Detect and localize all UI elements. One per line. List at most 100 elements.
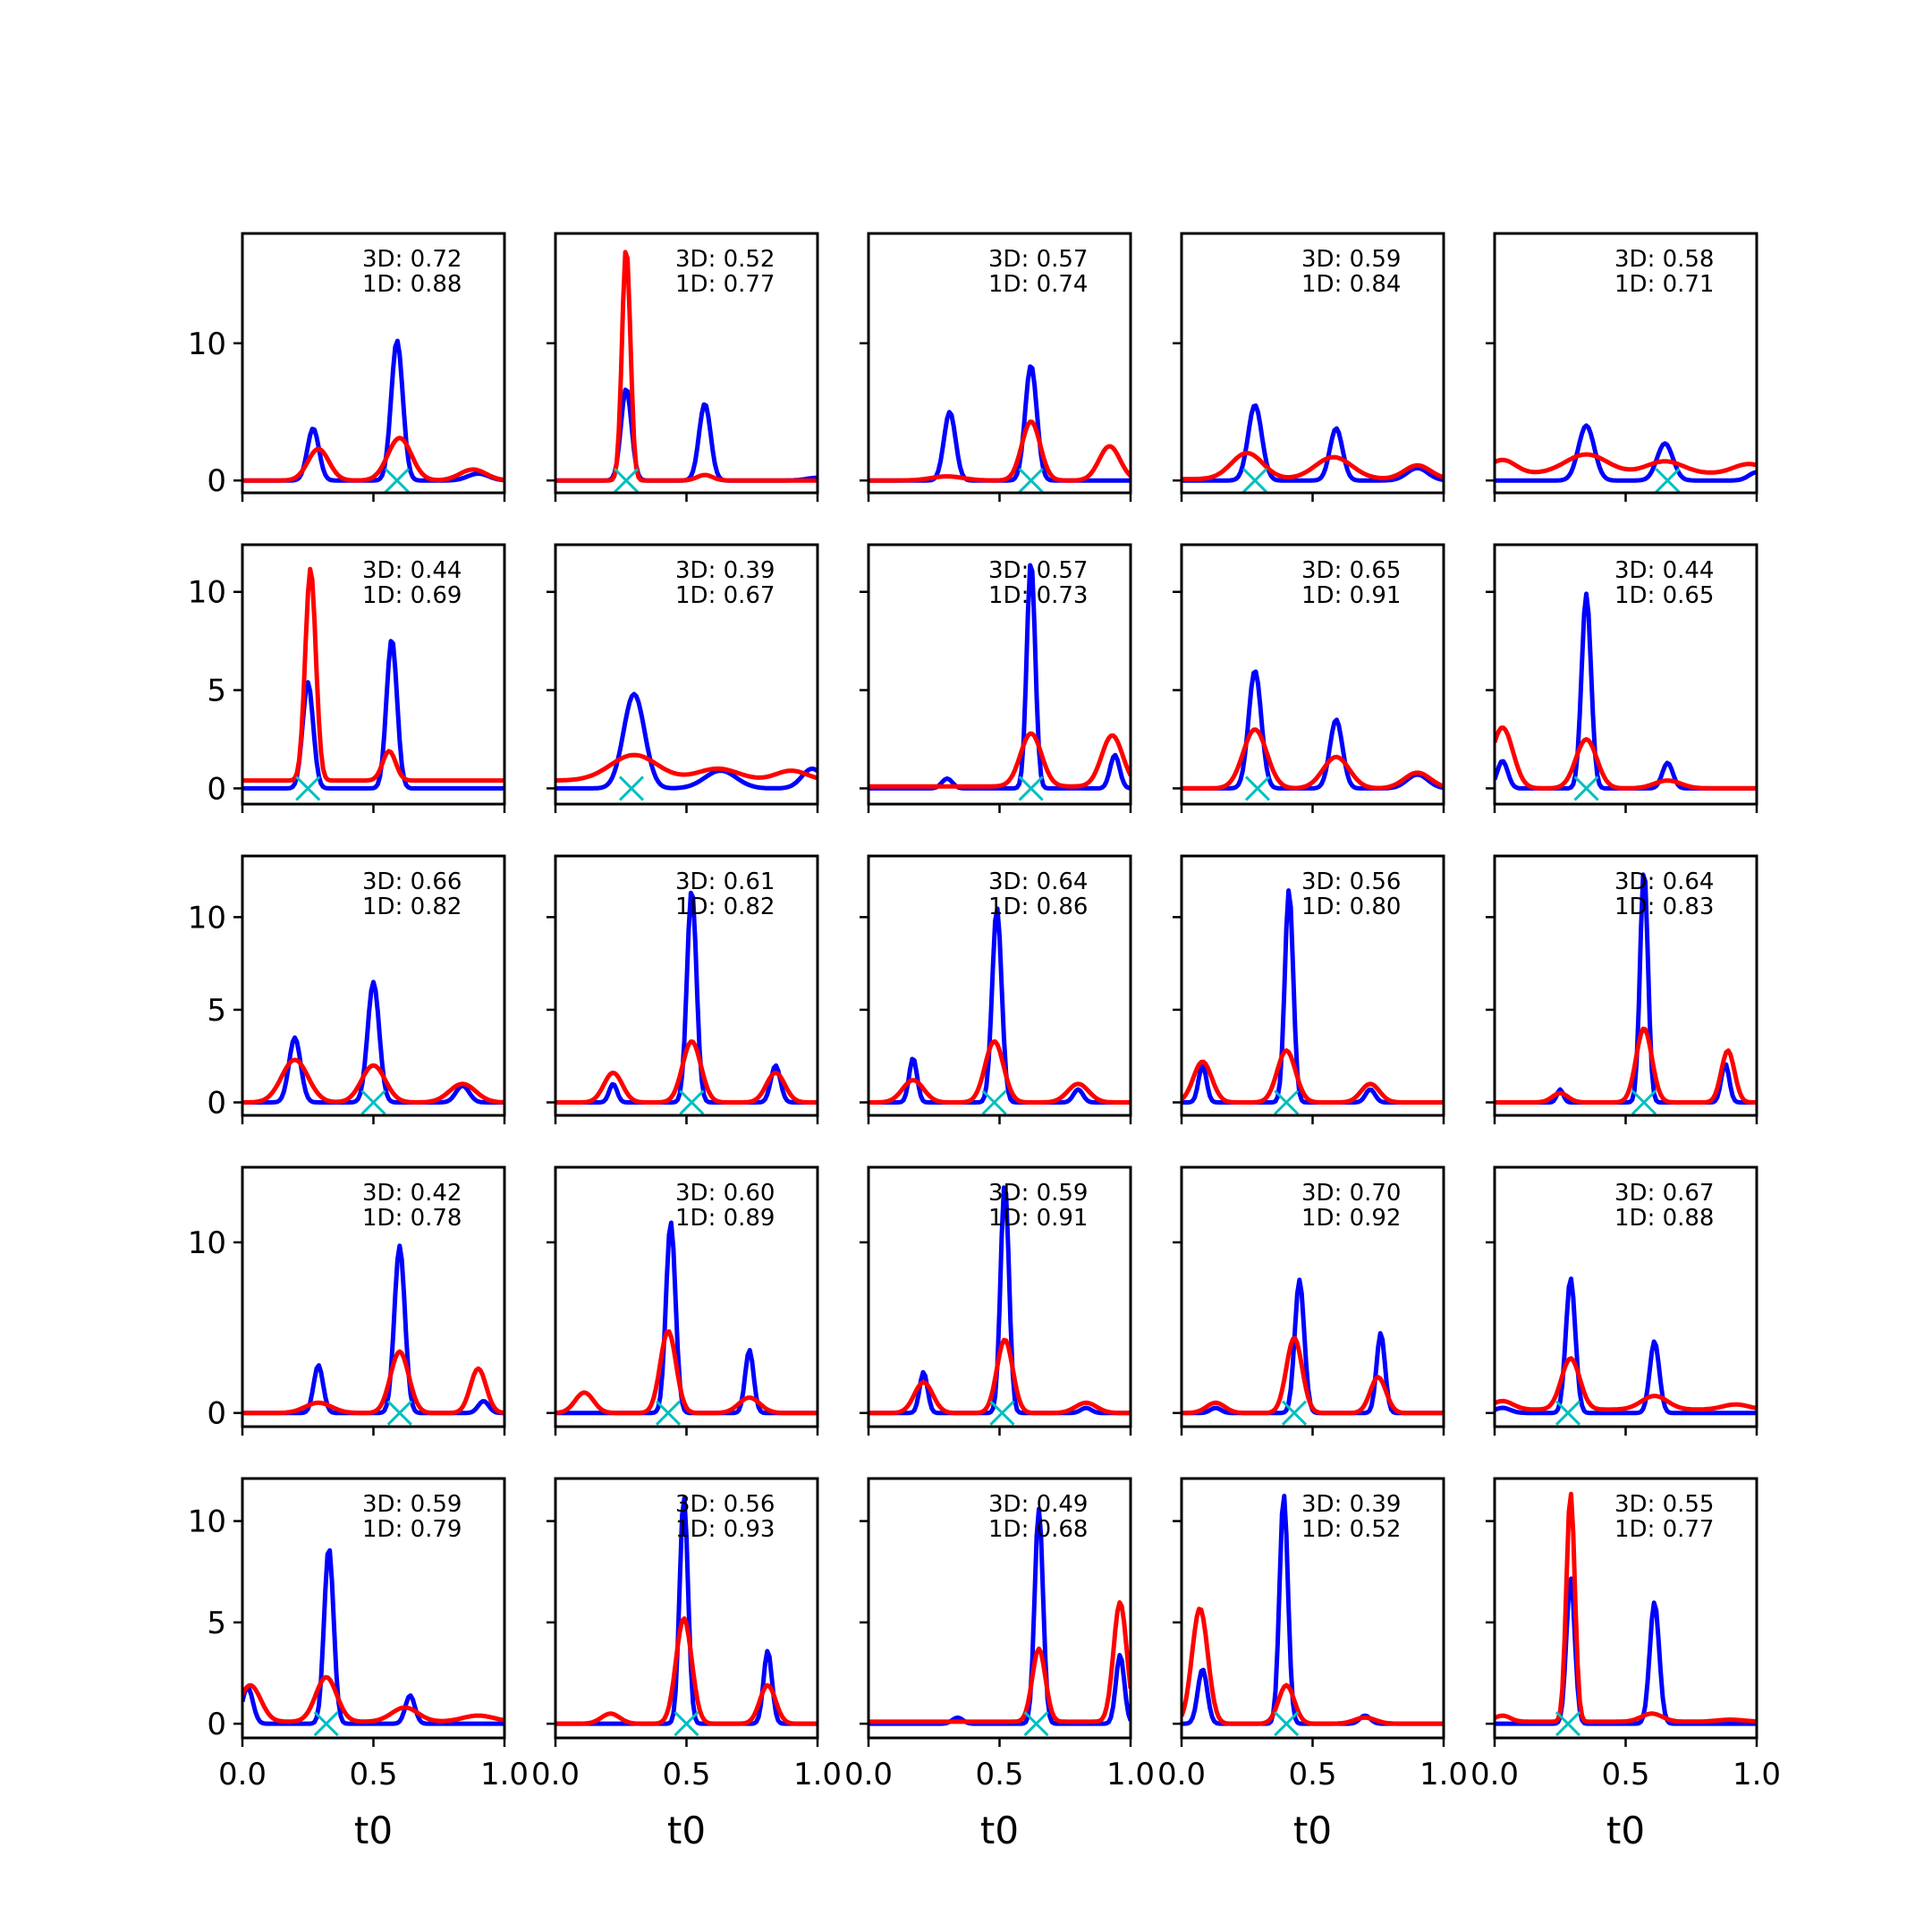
x-marker	[989, 1400, 1015, 1426]
score-1d-label: 1D: 0.73	[988, 582, 1088, 609]
y-tick-label: 10	[188, 1225, 226, 1261]
score-1d-label: 1D: 0.91	[1301, 582, 1401, 609]
x-axis-label: t0	[667, 1809, 706, 1852]
y-tick-label: 10	[188, 1504, 226, 1540]
x-tick-label: 0.0	[1157, 1757, 1206, 1792]
score-3d-label: 3D: 0.61	[675, 869, 775, 895]
series-red-line	[1495, 1356, 1757, 1412]
score-1d-label: 1D: 0.68	[988, 1516, 1088, 1543]
series-blue-line	[1182, 403, 1444, 483]
series-blue-line	[555, 1220, 818, 1416]
series-red-line	[555, 1616, 818, 1726]
x-marker	[618, 775, 645, 801]
series-red-line	[869, 731, 1131, 789]
score-1d-label: 1D: 0.79	[362, 1516, 462, 1543]
score-3d-label: 3D: 0.57	[988, 557, 1088, 584]
x-tick-label: 1.0	[1106, 1757, 1155, 1792]
x-tick-label: 0.5	[975, 1757, 1023, 1792]
score-1d-label: 1D: 0.74	[988, 271, 1088, 298]
series-red-line	[1182, 1048, 1444, 1105]
score-1d-label: 1D: 0.80	[1301, 894, 1401, 920]
y-tick-label: 10	[188, 900, 226, 936]
score-3d-label: 3D: 0.64	[1614, 869, 1714, 895]
y-tick-label: 5	[207, 674, 226, 709]
series-blue-line	[242, 1243, 504, 1416]
x-marker	[295, 775, 321, 801]
series-red-line	[869, 1337, 1131, 1416]
score-3d-label: 3D: 0.56	[675, 1491, 775, 1518]
series-blue-line	[555, 387, 818, 483]
series-red-line	[242, 1674, 504, 1724]
x-tick-label: 0.0	[844, 1757, 893, 1792]
series-blue-line	[1182, 1277, 1444, 1416]
series-red-line	[1495, 1491, 1757, 1724]
x-marker	[655, 1400, 682, 1426]
score-1d-label: 1D: 0.92	[1301, 1205, 1401, 1232]
series-blue-line	[1182, 669, 1444, 791]
x-marker	[1274, 1711, 1300, 1737]
x-marker	[1573, 775, 1599, 801]
x-tick-label: 1.0	[480, 1757, 529, 1792]
score-3d-label: 3D: 0.72	[362, 246, 462, 273]
score-1d-label: 1D: 0.69	[362, 582, 462, 609]
score-1d-label: 1D: 0.71	[1614, 271, 1714, 298]
score-3d-label: 3D: 0.49	[988, 1491, 1088, 1518]
y-tick-label: 10	[188, 575, 226, 611]
x-marker	[614, 468, 640, 493]
score-3d-label: 3D: 0.59	[362, 1491, 462, 1518]
score-1d-label: 1D: 0.52	[1301, 1516, 1401, 1543]
x-tick-label: 0.0	[218, 1757, 267, 1792]
series-blue-line	[1495, 423, 1757, 483]
x-axis-label: t0	[980, 1809, 1019, 1852]
series-blue-line	[869, 1185, 1131, 1416]
series-red-line	[1495, 1026, 1757, 1105]
series-red-line	[1182, 1335, 1444, 1416]
x-marker	[679, 1089, 705, 1115]
x-tick-label: 0.0	[531, 1757, 580, 1792]
series-red-line	[1495, 452, 1757, 475]
x-tick-label: 0.5	[1288, 1757, 1336, 1792]
score-1d-label: 1D: 0.83	[1614, 894, 1714, 920]
series-red-line	[555, 1039, 818, 1105]
series-blue-line	[242, 1547, 504, 1726]
series-blue-line	[869, 364, 1131, 483]
x-axis-label: t0	[354, 1809, 393, 1852]
score-1d-label: 1D: 0.77	[1614, 1516, 1714, 1543]
x-marker	[674, 1711, 699, 1737]
score-1d-label: 1D: 0.86	[988, 894, 1088, 920]
score-3d-label: 3D: 0.42	[362, 1180, 462, 1207]
score-1d-label: 1D: 0.88	[1614, 1205, 1714, 1232]
series-red-line	[869, 1600, 1131, 1724]
score-3d-label: 3D: 0.67	[1614, 1180, 1714, 1207]
score-3d-label: 3D: 0.60	[675, 1180, 775, 1207]
score-1d-label: 1D: 0.93	[675, 1516, 775, 1543]
x-marker	[384, 468, 410, 493]
x-marker	[1281, 1400, 1308, 1426]
y-tick-label: 0	[207, 1396, 226, 1432]
score-1d-label: 1D: 0.88	[362, 271, 462, 298]
x-axis-label: t0	[1606, 1809, 1645, 1852]
y-tick-label: 5	[207, 1606, 226, 1641]
score-1d-label: 1D: 0.67	[675, 582, 775, 609]
series-blue-line	[869, 906, 1131, 1105]
score-3d-label: 3D: 0.59	[1301, 246, 1401, 273]
score-1d-label: 1D: 0.77	[675, 271, 775, 298]
